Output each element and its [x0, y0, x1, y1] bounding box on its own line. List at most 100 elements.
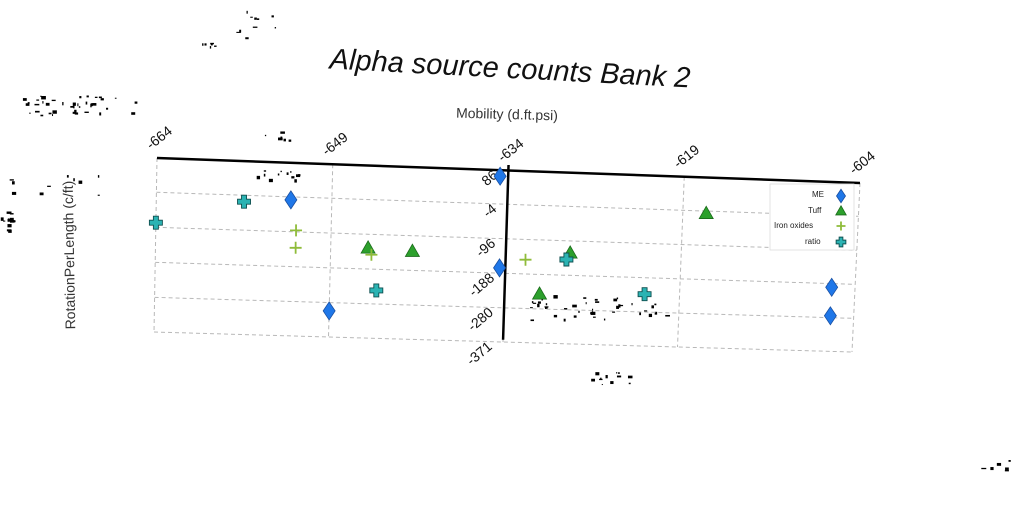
scan-speck [613, 299, 617, 302]
scan-speck [49, 113, 52, 115]
scan-speck [639, 312, 641, 315]
scan-speck [981, 468, 986, 469]
scan-speck [41, 96, 46, 99]
scan-speck [564, 319, 566, 322]
scan-speck [74, 110, 76, 113]
scan-speck [289, 140, 292, 142]
scan-speck [1, 217, 4, 220]
scan-speck [564, 308, 567, 310]
scan-speck [649, 314, 652, 317]
scan-speck [595, 372, 599, 375]
scan-speck [52, 114, 53, 116]
scan-speck [14, 220, 15, 222]
scan-speck [52, 110, 56, 113]
scan-speck [531, 319, 534, 321]
scan-speck [591, 379, 595, 382]
scan-speck [530, 307, 533, 308]
scan-speck [572, 305, 577, 308]
data-point-me [323, 302, 335, 320]
scan-speck [8, 219, 13, 222]
scan-speck [1008, 460, 1010, 462]
scan-speck [106, 108, 108, 110]
scan-speck [29, 113, 30, 114]
scan-speck [1005, 467, 1009, 469]
scan-speck [586, 302, 587, 304]
scan-speck [62, 102, 63, 105]
scan-speck [619, 305, 623, 306]
scan-speck [204, 43, 206, 45]
data-point-ratio [149, 216, 162, 229]
scan-speck [99, 97, 102, 99]
scan-speck [87, 95, 89, 97]
x-tick-label: -649 [319, 129, 351, 159]
scan-speck [95, 97, 98, 98]
scan-speck [275, 27, 276, 28]
scan-speck [254, 18, 257, 20]
scan-speck [99, 112, 101, 115]
scan-speck [280, 131, 285, 133]
scan-speck [84, 112, 88, 113]
scan-speck [236, 32, 240, 33]
data-point-tuff [405, 244, 419, 256]
legend-label-tuff: Tuff [808, 206, 822, 215]
scan-speck [616, 372, 617, 373]
scan-speck [618, 372, 620, 374]
scan-speck [98, 175, 99, 178]
scan-speck [544, 306, 548, 307]
scan-speck [264, 174, 266, 177]
scan-speck [278, 138, 283, 141]
scan-speck [40, 96, 41, 97]
scan-speck [214, 46, 217, 47]
x-axis-label: Mobility (d.ft.psi) [456, 105, 558, 124]
y-tick-label: -188 [465, 269, 497, 299]
scan-speck [73, 103, 76, 106]
y-tick-label: -371 [463, 338, 495, 368]
plot-area: -664 -649 -634 -619 -60486-4-96-188-280-371 [143, 122, 878, 368]
grid-line-vertical [154, 158, 157, 332]
scan-speck [40, 115, 43, 117]
scan-speck [593, 317, 596, 318]
scan-speck [46, 103, 50, 106]
data-point-me [824, 307, 836, 325]
scan-speck [79, 96, 81, 98]
data-point-me [826, 278, 838, 296]
scan-speck [578, 311, 579, 313]
scan-speck [47, 186, 51, 187]
y-tick-label: -280 [464, 304, 496, 334]
scan-speck [617, 376, 621, 378]
data-point-iron-oxides [290, 224, 302, 236]
scan-speck [131, 112, 135, 115]
scan-speck [269, 179, 273, 182]
scan-speck [590, 313, 594, 314]
data-point-ratio [370, 284, 383, 297]
scan-speck [40, 192, 44, 195]
scan-speck [606, 375, 608, 378]
scan-speck [98, 195, 100, 196]
scan-speck [70, 106, 74, 108]
scan-speck [210, 43, 214, 44]
scan-speck [532, 301, 533, 303]
grid-line-vertical [678, 177, 685, 347]
scan-speck [654, 304, 656, 306]
scan-speck [284, 139, 286, 142]
scan-speck [651, 305, 654, 308]
scan-speck [253, 27, 258, 28]
y-axis-line [503, 165, 508, 340]
y-tick-label: -4 [480, 200, 500, 220]
scan-speck [583, 297, 586, 299]
scan-speck [612, 312, 615, 313]
x-tick-label: -619 [670, 141, 702, 171]
scan-speck [281, 171, 282, 172]
scan-speck [537, 304, 539, 307]
scan-speck [79, 106, 80, 108]
scan-speck [36, 99, 39, 100]
data-point-tuff [361, 241, 375, 253]
scan-speck [202, 43, 203, 45]
axes [157, 158, 860, 340]
scan-speck [8, 230, 12, 233]
scan-speck [272, 15, 274, 17]
legend-label-ratio: ratio [805, 237, 821, 246]
